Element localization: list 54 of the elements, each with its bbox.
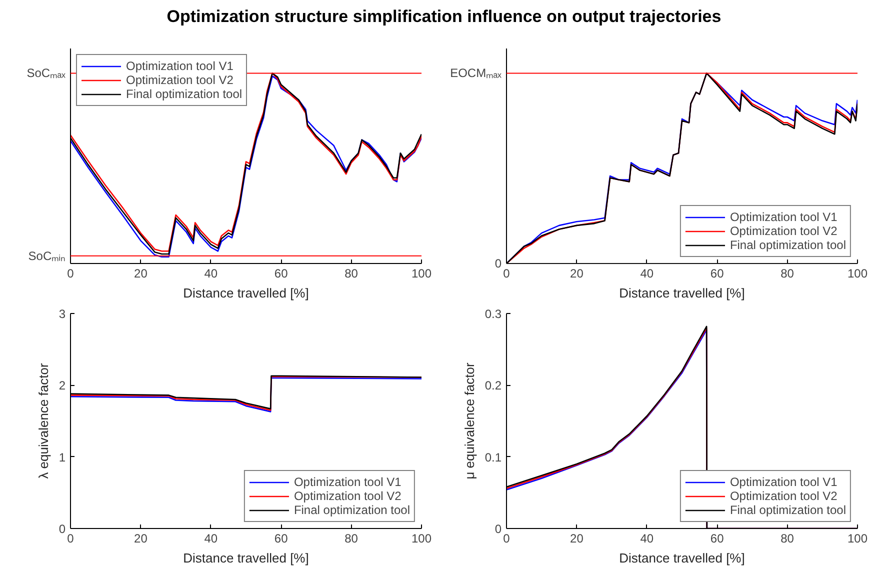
- x-tick-label: 80: [344, 266, 358, 280]
- ref-line-label: SoCₘᵢₙ: [28, 248, 66, 263]
- y-tick-label: 0: [58, 522, 66, 536]
- ref-line-label: EOCMₘₐₓ: [450, 66, 502, 80]
- x-tick-label: 80: [344, 532, 358, 546]
- x-tick-label: 80: [780, 532, 794, 546]
- legend-label: Optimization tool V1: [730, 475, 838, 489]
- x-axis-title: Distance travelled [%]: [183, 550, 309, 566]
- x-tick-label: 20: [134, 266, 148, 280]
- legend-label: Optimization tool V2: [730, 224, 838, 238]
- legend-label: Optimization tool V2: [294, 489, 402, 503]
- x-tick-label: 60: [274, 532, 288, 546]
- y-tick-label: 1: [58, 450, 66, 464]
- x-tick-label: 60: [274, 266, 288, 280]
- x-axis-title: Distance travelled [%]: [619, 286, 745, 300]
- x-tick-label: 0: [503, 266, 510, 280]
- legend-label: Optimization tool V1: [126, 59, 234, 73]
- legend-label: Optimization tool V2: [730, 489, 838, 503]
- x-tick-label: 20: [570, 532, 584, 546]
- y-tick-label: 0.3: [484, 307, 502, 321]
- chart-title: Optimization structure simplification influence on output trajectories: [166, 6, 722, 28]
- x-tick-label: 60: [710, 532, 724, 546]
- legend-label: Final optimization tool: [730, 503, 846, 517]
- x-tick-label: 40: [640, 266, 654, 280]
- y-tick-label: 0.1: [484, 450, 502, 464]
- x-tick-label: 40: [204, 532, 218, 546]
- x-tick-label: 20: [570, 266, 584, 280]
- legend-label: Final optimization tool: [294, 503, 410, 517]
- y-axis-title: μ equivalence factor: [462, 362, 477, 480]
- y-axis-title: λ equivalence factor: [36, 362, 51, 479]
- x-axis-title: Distance travelled [%]: [183, 286, 309, 300]
- ref-line-label: SoCₘₐₓ: [26, 66, 66, 80]
- y-tick-label: 0.2: [484, 378, 502, 393]
- y-tick-label: 2: [58, 378, 66, 393]
- x-tick-label: 0: [67, 532, 74, 546]
- x-tick-label: 40: [204, 266, 218, 280]
- legend-label: Optimization tool V2: [126, 73, 234, 87]
- x-tick-label: 100: [411, 266, 432, 280]
- x-tick-label: 40: [640, 532, 654, 546]
- y-tick-label: 3: [58, 307, 66, 321]
- legend-label: Optimization tool V1: [730, 210, 838, 224]
- x-tick-label: 0: [503, 532, 510, 546]
- x-tick-label: 20: [134, 532, 148, 546]
- x-axis-title: Distance travelled [%]: [619, 550, 745, 566]
- x-tick-label: 100: [411, 532, 432, 546]
- x-tick-label: 100: [847, 266, 868, 280]
- legend-label: Final optimization tool: [126, 87, 242, 101]
- y-tick-label: 0: [494, 522, 502, 536]
- x-tick-label: 100: [847, 532, 868, 546]
- legend-label: Final optimization tool: [730, 238, 846, 252]
- x-tick-label: 60: [710, 266, 724, 280]
- x-tick-label: 80: [780, 266, 794, 280]
- legend-label: Optimization tool V1: [294, 475, 402, 489]
- x-tick-label: 0: [67, 266, 74, 280]
